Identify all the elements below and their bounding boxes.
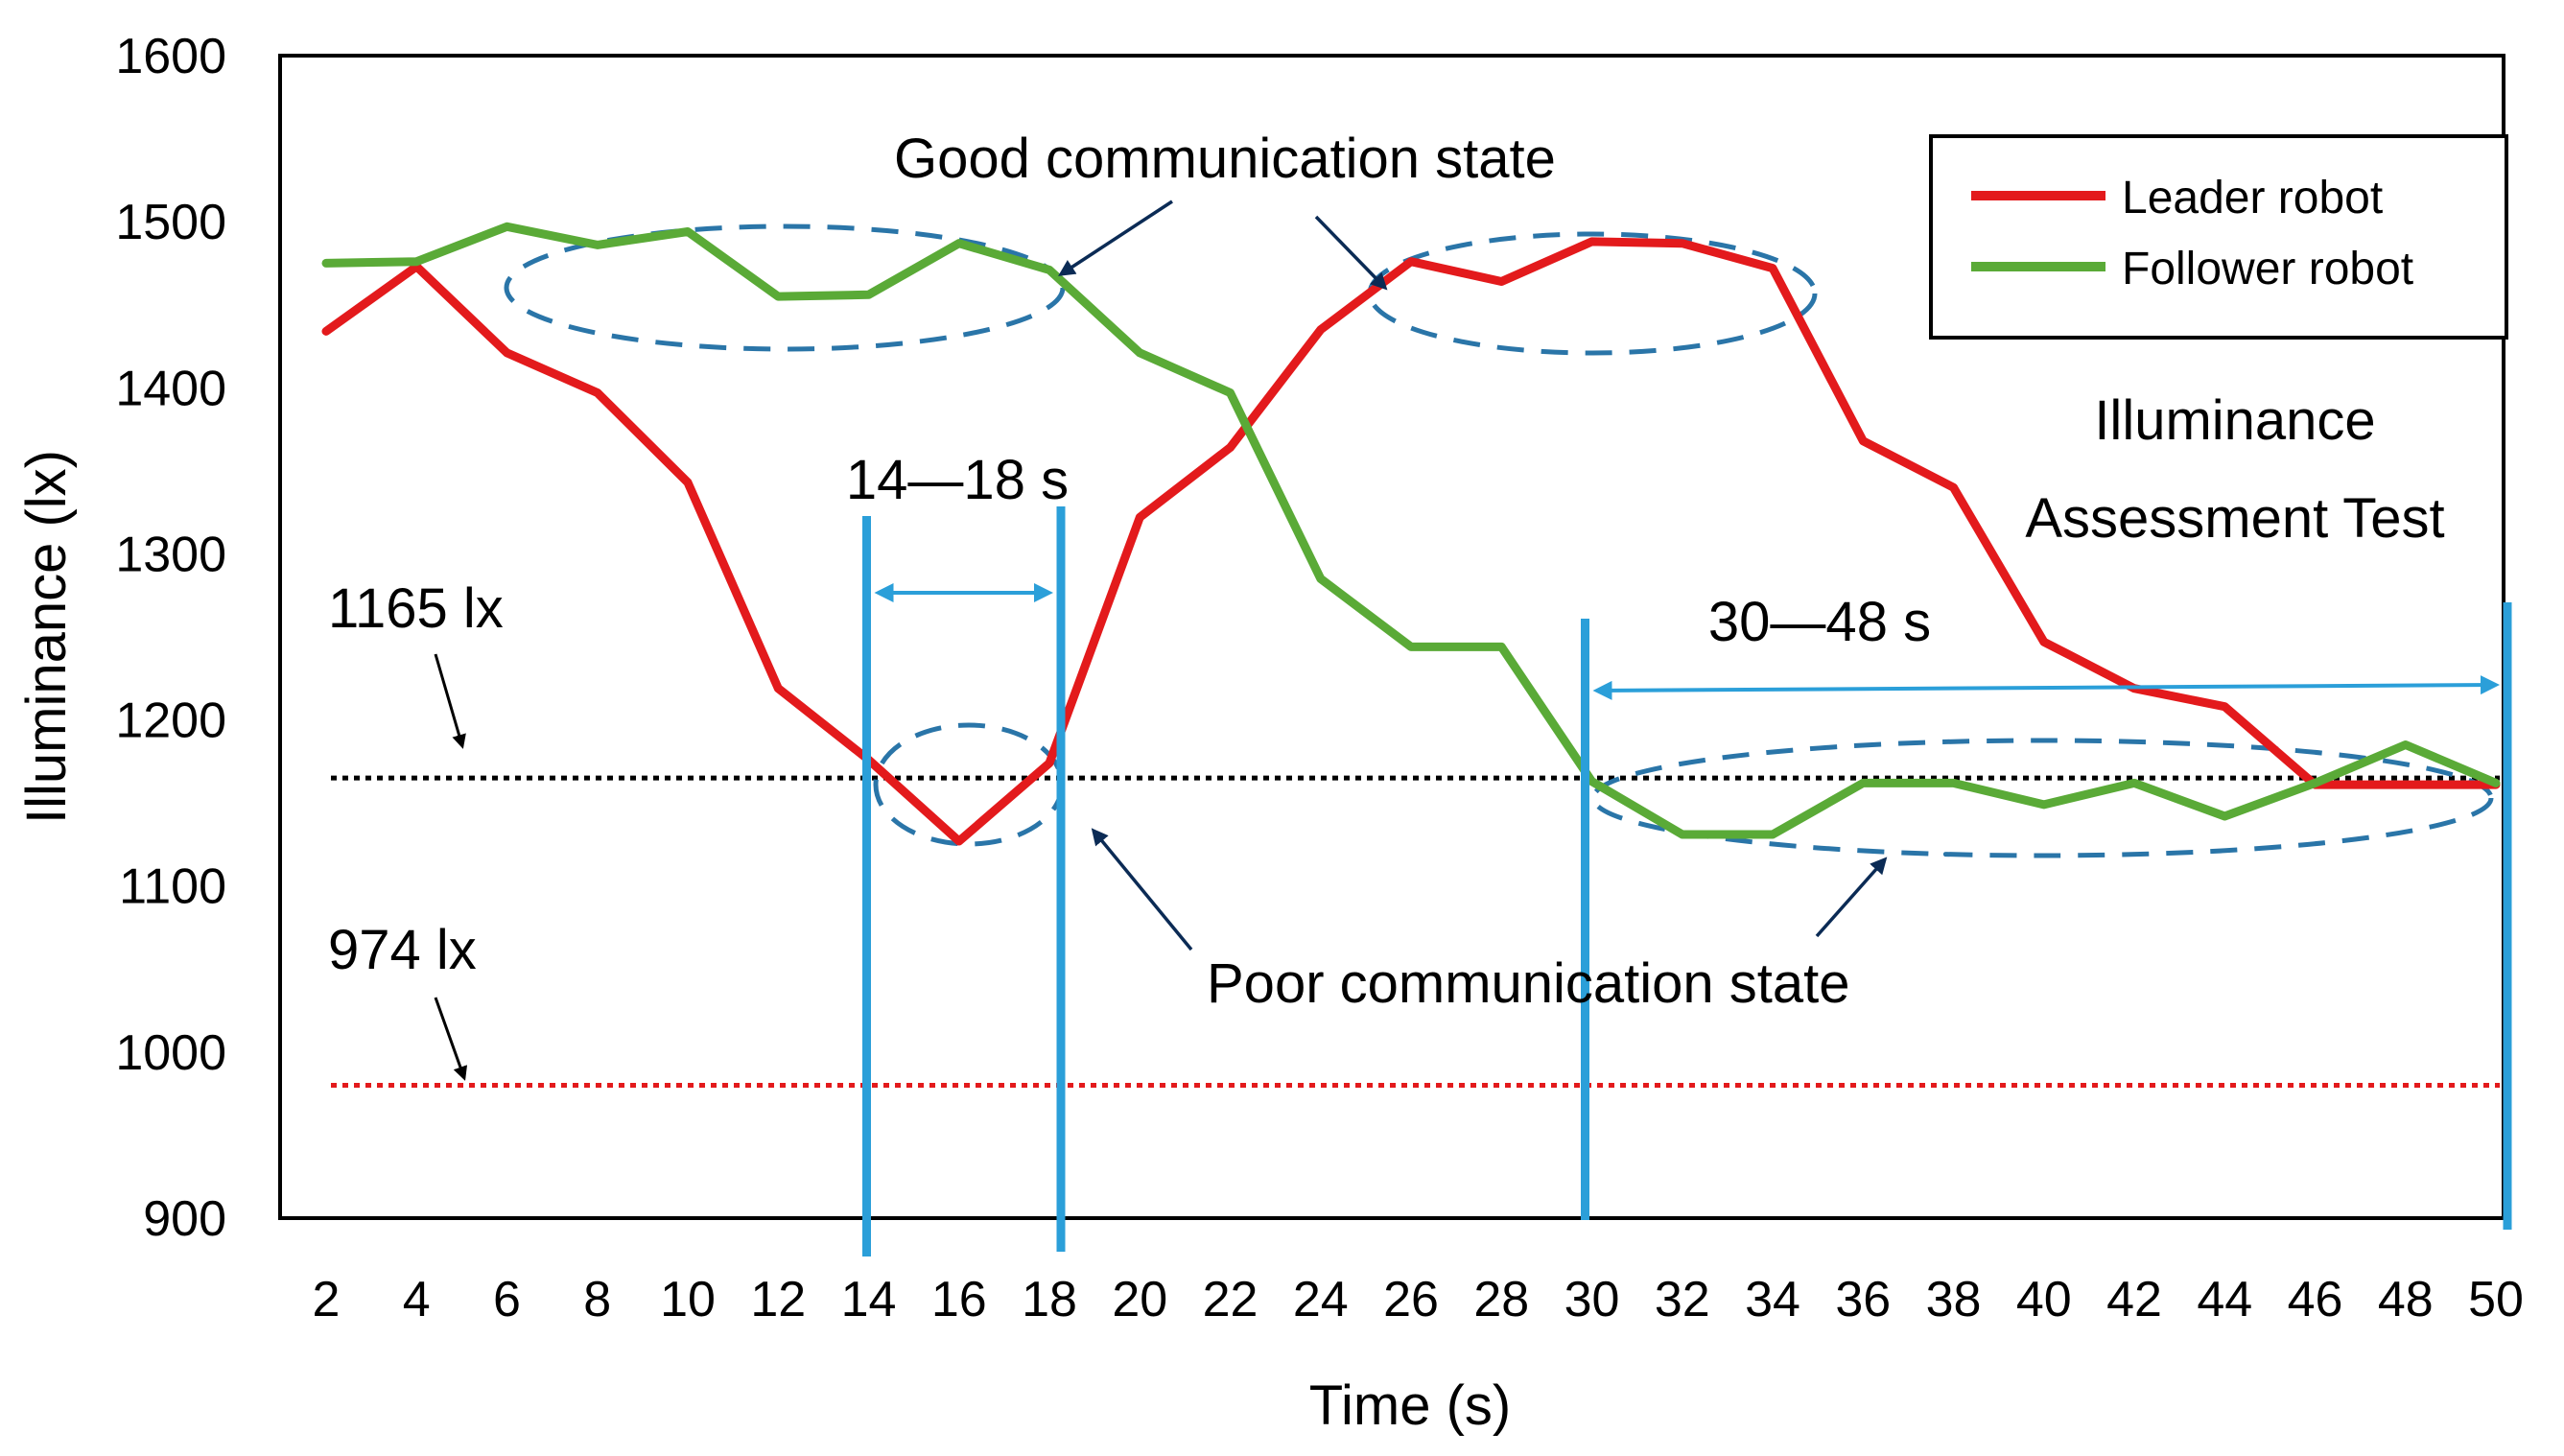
x-tick-label: 14: [841, 1272, 897, 1327]
inset-title-line1: Illuminance: [2094, 389, 2375, 452]
x-tick-label: 42: [2106, 1272, 2162, 1327]
x-tick-label: 18: [1022, 1272, 1077, 1327]
x-tick-label: 36: [1835, 1272, 1891, 1327]
x-tick-label: 20: [1112, 1272, 1167, 1327]
x-tick-label: 28: [1473, 1272, 1529, 1327]
arrow-good-right: [1314, 215, 1388, 291]
y-tick-label: 1600: [115, 29, 226, 84]
interval-span-30-48: [1592, 675, 2500, 700]
x-tick-label: 2: [313, 1272, 341, 1327]
good-communication-annotation: Good communication state: [894, 128, 1556, 190]
x-tick-label: 32: [1655, 1272, 1710, 1327]
interval-label-14-18: 14—18 s: [846, 449, 1069, 511]
ref-label-974: 974 lx: [328, 919, 477, 981]
x-tick-label: 8: [583, 1272, 611, 1327]
arrow-poor-left: [1091, 828, 1193, 951]
x-tick-label: 4: [403, 1272, 431, 1327]
x-tick-label: 34: [1745, 1272, 1800, 1327]
x-tick-label: 24: [1293, 1272, 1349, 1327]
arrow-good-left: [1058, 200, 1173, 276]
x-tick-label: 10: [660, 1272, 716, 1327]
x-tick-label: 38: [1926, 1272, 1982, 1327]
x-tick-label: 46: [2288, 1272, 2343, 1327]
x-tick-label: 30: [1564, 1272, 1620, 1327]
arrow-poor-right: [1815, 857, 1888, 938]
y-tick-label: 900: [143, 1191, 226, 1247]
legend-label-follower: Follower robot: [2122, 244, 2413, 294]
interval-label-30-48: 30—48 s: [1708, 591, 1931, 653]
ellipse-poor-follower: [1590, 738, 2494, 858]
y-tick-label: 1400: [115, 361, 226, 416]
y-tick-label: 1100: [119, 859, 226, 915]
x-tick-label: 44: [2197, 1272, 2252, 1327]
x-tick-label: 16: [931, 1272, 987, 1327]
arrow-ref-1165: [434, 653, 466, 749]
ref-label-1165: 1165 lx: [328, 577, 504, 640]
poor-communication-annotation: Poor communication state: [1207, 952, 1850, 1015]
arrow-ref-974: [434, 997, 468, 1081]
x-tick-label: 12: [750, 1272, 806, 1327]
x-tick-label: 40: [2016, 1272, 2072, 1327]
y-tick-label: 1200: [115, 693, 226, 749]
inset-title-line2: Assessment Test: [2025, 487, 2444, 550]
annotation-arrows: [434, 200, 1888, 1081]
ellipse-poor-leader: [873, 722, 1065, 847]
x-tick-label: 22: [1203, 1272, 1258, 1327]
y-tick-label: 1500: [115, 195, 226, 250]
legend-box: [1929, 134, 2508, 340]
ellipse-good-leader: [1367, 231, 1818, 356]
x-tick-label: 26: [1383, 1272, 1439, 1327]
legend-label-leader: Leader robot: [2122, 173, 2383, 223]
x-tick-label: 6: [493, 1272, 521, 1327]
x-tick-label: 50: [2468, 1272, 2524, 1327]
y-tick-label: 1300: [115, 527, 226, 582]
y-tick-label: 1000: [115, 1025, 226, 1081]
x-tick-label: 48: [2378, 1272, 2434, 1327]
x-axis-title: Time (s): [1309, 1374, 1511, 1437]
legend: Leader robot Follower robot: [1929, 134, 2508, 340]
series-line-follower: [321, 222, 2501, 839]
y-axis-title: Illuminance (lx): [15, 450, 78, 824]
